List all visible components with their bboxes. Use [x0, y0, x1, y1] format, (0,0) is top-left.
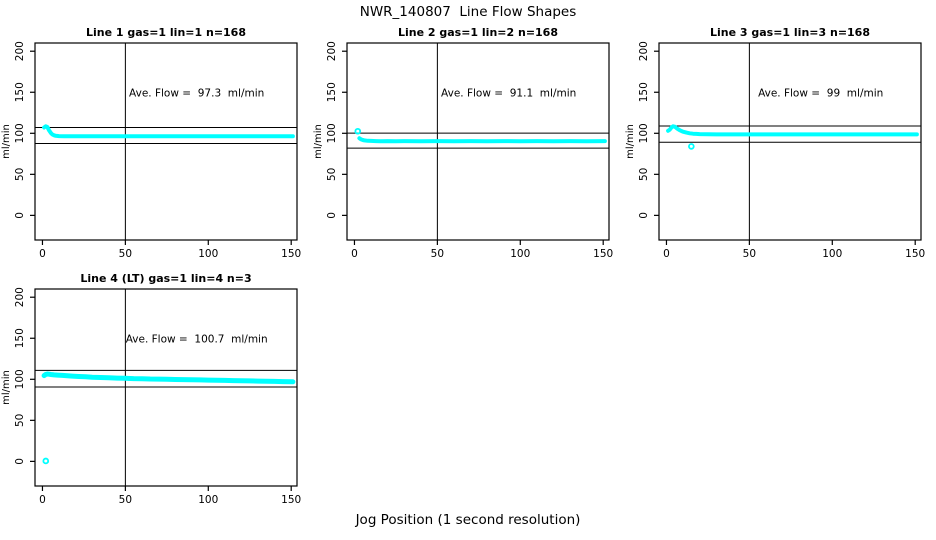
plot-box [346, 42, 610, 241]
y-axis-tick-label: 150 [326, 82, 338, 102]
y-axis-tick-label: 0 [14, 212, 26, 219]
subplot-title: Line 3 gas=1 lin=3 n=168 [710, 26, 870, 39]
y-axis-label: ml/min [1, 124, 12, 159]
outlier-point [354, 127, 362, 135]
y-axis-tick-label: 150 [14, 328, 26, 348]
y-axis-tick-label: 0 [326, 212, 338, 219]
annotation-ave-flow: Ave. Flow = 100.7 ml/min [126, 333, 268, 345]
y-axis-tick-label: 50 [326, 168, 338, 181]
y-axis-label: ml/min [1, 370, 12, 405]
x-axis-tick-label: 100 [198, 494, 218, 506]
plot-box [658, 42, 922, 241]
x-axis-tick-label: 0 [351, 248, 358, 260]
y-axis-label: ml/min [313, 124, 324, 159]
outlier-point [42, 457, 50, 465]
subplot-line-3: 0 50 100 150 0 50 100 150 200 ml/min Line 3 gas=1 … [624, 20, 936, 268]
x-axis-tick-label: 50 [119, 248, 132, 260]
x-axis-tick-label: 0 [663, 248, 670, 260]
x-axis-tick-label: 50 [743, 248, 756, 260]
y-axis-tick-label: 200 [326, 41, 338, 61]
subplot-line-4-canvas: 0 50 100 150 0 50 100 150 200 ml/min Line 4 (LT) g… [1, 272, 301, 506]
y-axis-tick-label: 150 [14, 82, 26, 102]
data-series-band [42, 124, 295, 139]
y-axis-tick-label: 50 [638, 168, 650, 181]
annotation-ave-flow: Ave. Flow = 99 ml/min [758, 87, 883, 99]
y-axis-tick-label: 50 [14, 414, 26, 427]
subplot-line-1-canvas: 0 50 100 150 0 50 100 150 200 ml/min Line 1 gas=1 … [1, 26, 301, 260]
subplot-line-3-canvas: 0 50 100 150 0 50 100 150 200 ml/min Line 3 gas=1 … [625, 26, 925, 260]
subplot-line-2-canvas: 0 50 100 150 0 50 100 150 200 ml/min Line 2 gas=1 … [313, 26, 613, 260]
x-axis-tick-label: 150 [281, 494, 301, 506]
x-axis-tick-label: 50 [119, 494, 132, 506]
y-axis-tick-label: 100 [326, 123, 338, 143]
subplot-title: Line 4 (LT) gas=1 lin=4 n=3 [80, 272, 251, 285]
subplot-line-4: 0 50 100 150 0 50 100 150 200 ml/min Line 4 (LT) g… [0, 266, 312, 514]
y-axis-tick-label: 50 [14, 168, 26, 181]
x-axis-tick-label: 100 [822, 248, 842, 260]
y-axis-tick-label: 0 [638, 212, 650, 219]
x-axis-tick-label: 0 [39, 494, 46, 506]
x-axis-tick-label: 150 [593, 248, 613, 260]
subplot-title: Line 1 gas=1 lin=1 n=168 [86, 26, 246, 39]
plot-box [34, 42, 298, 241]
y-axis-tick-label: 150 [638, 82, 650, 102]
data-series-band [666, 124, 919, 137]
subplot-line-1: 0 50 100 150 0 50 100 150 200 ml/min Line 1 gas=1 … [0, 20, 312, 268]
y-axis-tick-label: 100 [14, 123, 26, 143]
x-axis-tick-label: 150 [905, 248, 925, 260]
x-axis-tick-label: 150 [281, 248, 301, 260]
shared-x-axis-label: Jog Position (1 second resolution) [355, 512, 581, 528]
subplot-title: Line 2 gas=1 lin=2 n=168 [398, 26, 558, 39]
y-axis-tick-label: 100 [14, 369, 26, 389]
y-axis-tick-label: 0 [14, 458, 26, 465]
data-series-band [357, 136, 607, 144]
figure-title: NWR_140807 Line Flow Shapes [359, 4, 577, 20]
x-axis-tick-label: 0 [39, 248, 46, 260]
y-axis-tick-label: 200 [14, 41, 26, 61]
subplot-line-2: 0 50 100 150 0 50 100 150 200 ml/min Line 2 gas=1 … [312, 20, 624, 268]
data-series-band [41, 371, 296, 385]
x-axis-tick-label: 100 [198, 248, 218, 260]
outlier-point [688, 143, 695, 150]
plot-box [34, 288, 298, 487]
x-axis-tick-label: 100 [510, 248, 530, 260]
y-axis-tick-label: 100 [638, 123, 650, 143]
annotation-ave-flow: Ave. Flow = 97.3 ml/min [129, 87, 264, 99]
x-axis-tick-label: 50 [431, 248, 444, 260]
y-axis-label: ml/min [625, 124, 636, 159]
annotation-ave-flow: Ave. Flow = 91.1 ml/min [441, 87, 576, 99]
y-axis-tick-label: 200 [14, 287, 26, 307]
y-axis-tick-label: 200 [638, 41, 650, 61]
